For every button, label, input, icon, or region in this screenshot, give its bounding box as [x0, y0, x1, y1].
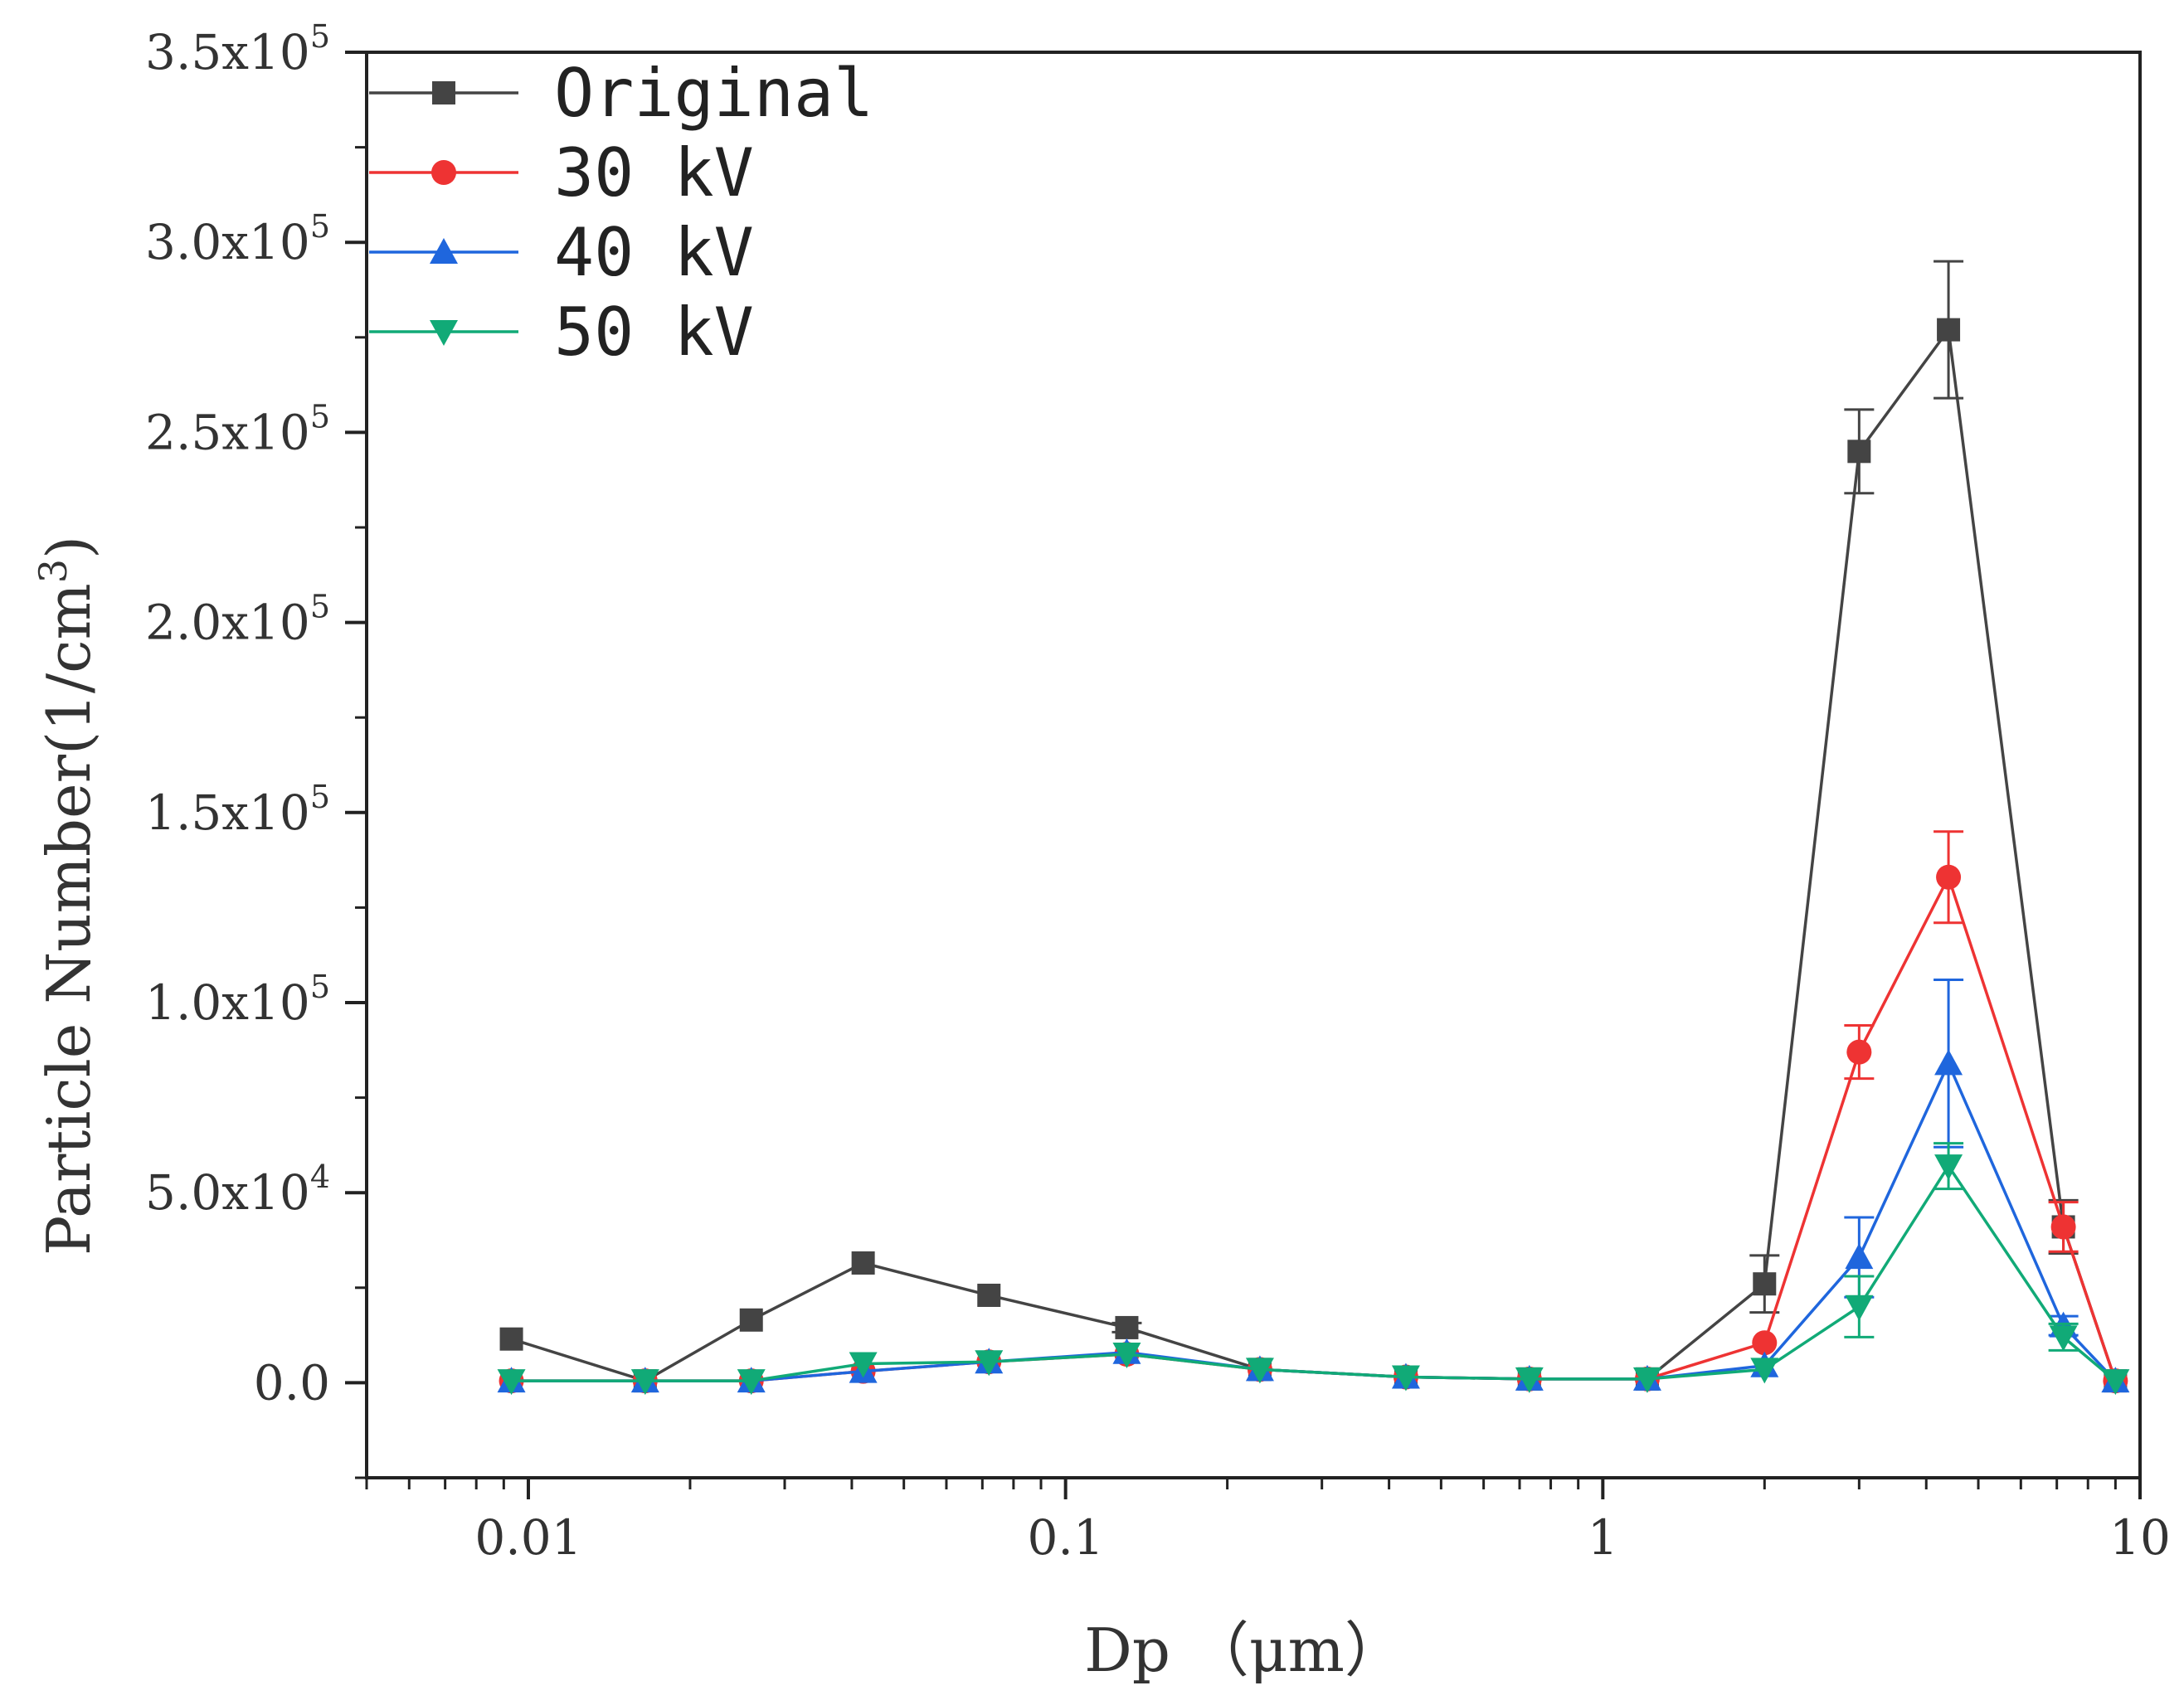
- data-point: [1934, 1049, 1963, 1076]
- x-tick-label: 1: [1588, 1509, 1618, 1566]
- y-tick-label: 2.5x105: [145, 398, 330, 460]
- data-point: [1934, 1154, 1963, 1181]
- series-original: [499, 260, 2128, 1393]
- data-point: [1845, 1243, 1874, 1270]
- legend-label: 50 kV: [554, 294, 754, 371]
- axis-ticks: 0.01 0.1 1 10 0.0 5.0x104 1.0x105 1.5x105 2.0x10…: [145, 18, 2171, 1566]
- legend-marker: [431, 160, 456, 185]
- plot-frame: [365, 51, 2142, 1479]
- x-tick-label: 10: [2109, 1509, 2171, 1566]
- legend-marker: [432, 81, 455, 104]
- data-point: [1937, 318, 1961, 342]
- data-point: [1245, 1358, 1274, 1384]
- legend-entry: Original: [369, 55, 873, 132]
- legend-entry: 40 kV: [369, 214, 754, 291]
- y-axis-title-close: ): [34, 536, 104, 559]
- data-point: [739, 1308, 763, 1332]
- y-tick-label: 1.0x105: [145, 969, 330, 1031]
- y-axis-title-sup: 3: [31, 559, 75, 583]
- data-point: [849, 1352, 878, 1378]
- legend-label: 40 kV: [554, 214, 754, 291]
- data-point: [977, 1283, 1001, 1307]
- data-point: [1515, 1367, 1544, 1393]
- data-point: [1632, 1367, 1661, 1393]
- x-tick-label: 0.01: [474, 1509, 581, 1566]
- y-axis-title: Particle Number(1/cm3): [31, 536, 104, 1256]
- legend-entry: 50 kV: [369, 294, 754, 371]
- y-tick-label: 5.0x104: [145, 1159, 330, 1221]
- data-point: [737, 1369, 766, 1396]
- data-point: [497, 1369, 526, 1396]
- x-axis-title: Dp （μm）: [1084, 1615, 1404, 1685]
- y-tick-label: 2.0x105: [145, 589, 330, 651]
- data-point: [1112, 1343, 1141, 1369]
- legend-marker: [430, 320, 458, 346]
- series-line: [511, 1163, 2117, 1382]
- y-tick-label: 3.0x105: [145, 208, 330, 270]
- data-point: [2101, 1369, 2130, 1396]
- series-50-kv: [497, 1142, 2130, 1396]
- data-point: [1115, 1315, 1139, 1339]
- data-series: [497, 260, 2130, 1396]
- y-tick-label: 1.5x105: [145, 779, 330, 841]
- data-point: [2049, 1325, 2078, 1352]
- y-tick-label: 3.5x105: [145, 18, 330, 80]
- data-point: [1847, 440, 1871, 464]
- data-point: [1750, 1358, 1779, 1384]
- legend-marker: [430, 238, 458, 264]
- legend-entry: 30 kV: [369, 134, 754, 211]
- data-point: [2050, 1214, 2076, 1240]
- data-point: [630, 1369, 659, 1396]
- series-line: [511, 1060, 2117, 1382]
- legend-label: 30 kV: [554, 134, 754, 211]
- plot-border: [365, 51, 2142, 1479]
- data-point: [851, 1251, 875, 1275]
- data-point: [1845, 1295, 1874, 1321]
- data-point: [499, 1327, 523, 1351]
- data-point: [1752, 1330, 1778, 1356]
- data-point: [1936, 864, 1962, 890]
- x-tick-label: 0.1: [1028, 1509, 1104, 1566]
- data-point: [975, 1350, 1004, 1377]
- data-point: [1391, 1365, 1420, 1392]
- series-line: [511, 873, 2118, 1382]
- data-point: [1846, 1039, 1872, 1065]
- y-axis-title-main: Particle Number(1/cm: [34, 583, 104, 1256]
- y-tick-label: 0.0: [254, 1354, 330, 1411]
- data-point: [1753, 1272, 1777, 1296]
- legend-label: Original: [554, 55, 873, 132]
